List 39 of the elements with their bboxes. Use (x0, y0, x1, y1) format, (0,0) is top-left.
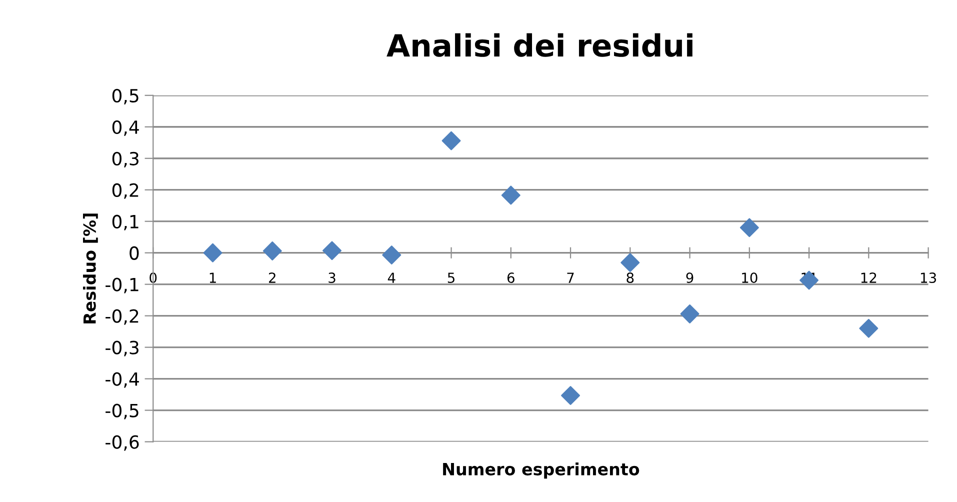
point (203, 243, 222, 262)
x-tick-label: 2 (268, 272, 276, 283)
y-axis-title: Residuo [%] (83, 214, 98, 324)
point (501, 186, 520, 205)
point (442, 131, 461, 150)
point (859, 318, 878, 338)
point (620, 253, 640, 272)
point (322, 241, 342, 260)
x-axis-title: Numero esperimento (443, 462, 640, 479)
y-tick-label: -0,1 (106, 278, 138, 294)
point (740, 218, 759, 238)
point (382, 246, 402, 265)
y-tick-label: 0,5 (112, 88, 138, 104)
y-tick-label: -0,4 (106, 372, 139, 388)
chart-title: Analisi dei residui (386, 33, 692, 57)
x-tick-label: 8 (626, 272, 634, 284)
y-tick-label: -0,3 (106, 340, 138, 356)
x-tick-label: 4 (388, 272, 396, 283)
x-tick-label: 13 (920, 272, 936, 284)
point (262, 241, 282, 260)
x-tick-label: 0 (150, 272, 157, 284)
y-tick-label: 0,1 (112, 214, 138, 230)
x-tick-label: 3 (328, 272, 336, 284)
x-tick-label: 10 (742, 272, 758, 284)
point (680, 304, 700, 324)
y-tick-label: 0,3 (112, 152, 138, 168)
point (561, 386, 580, 405)
y-tick-label: -0,2 (106, 309, 138, 325)
y-tick-label: 0 (130, 246, 139, 260)
y-tick-label: 0,2 (112, 183, 138, 199)
y-tick-label: -0,6 (106, 435, 139, 451)
x-tick-label: 1 (210, 272, 216, 283)
y-tick-label: 0,4 (112, 120, 139, 136)
y-tick-label: -0,5 (106, 404, 138, 420)
x-tick-label: 5 (448, 272, 454, 284)
x-tick-label: 12 (861, 272, 876, 283)
x-tick-label: 7 (567, 272, 574, 283)
x-tick-label: 9 (686, 272, 694, 284)
x-tick-label: 6 (507, 272, 514, 284)
